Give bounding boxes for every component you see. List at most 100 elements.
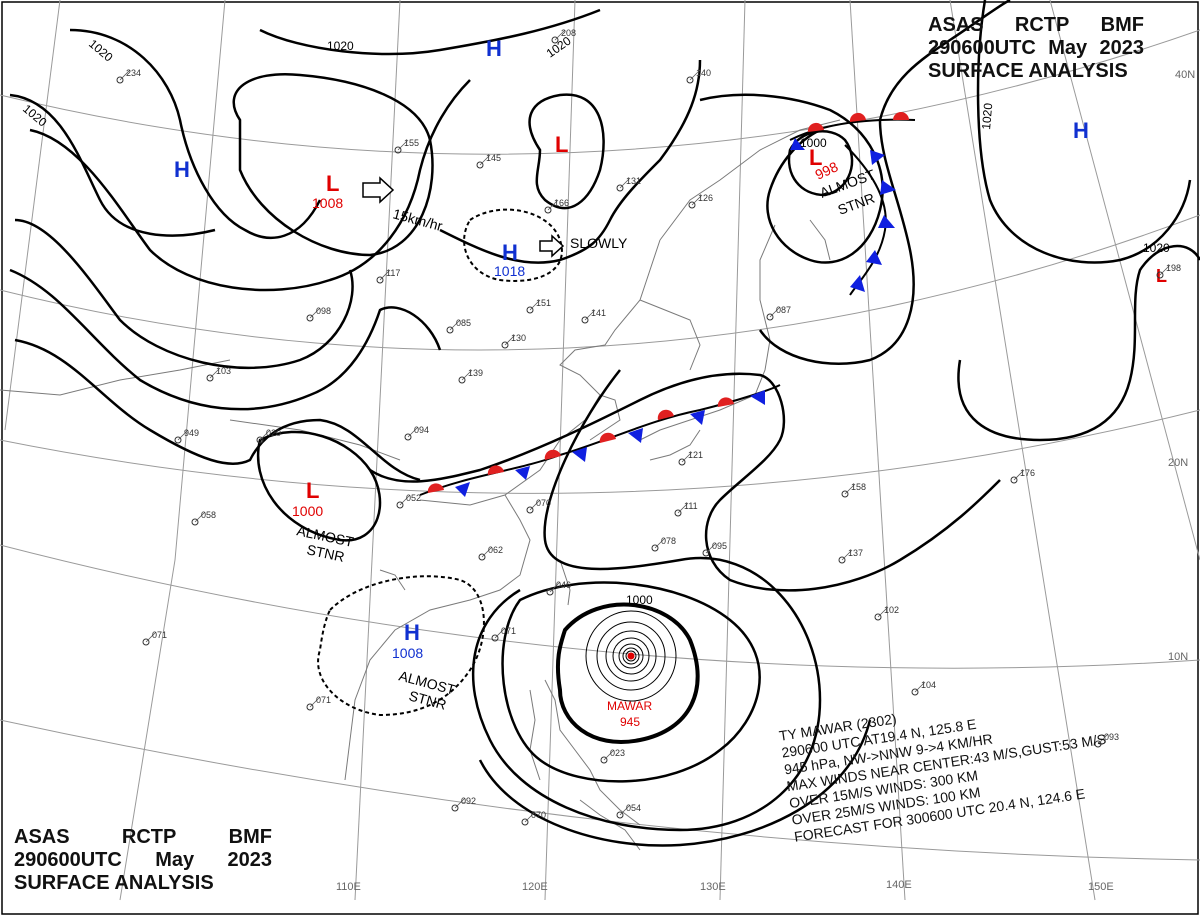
station-pressure-value: 131 xyxy=(626,176,641,186)
station-wind-barb xyxy=(877,606,889,618)
station-wind-barb xyxy=(529,299,541,311)
station-wind-barb xyxy=(481,546,493,558)
typhoon-pressure-label: 945 xyxy=(620,715,640,729)
motion-arrow-2 xyxy=(539,234,565,258)
motion-slowly-label: SLOWLY xyxy=(570,235,628,251)
isobar-1012 xyxy=(14,218,354,370)
station-wind-barb xyxy=(454,797,466,809)
station-circle xyxy=(688,201,696,209)
high-center-letter: H xyxy=(502,240,518,265)
station-wind-barb xyxy=(914,681,926,693)
typhoon-inner-isobars xyxy=(585,610,677,702)
latitude-label: 10N xyxy=(1168,651,1188,663)
station-pressure-value: 092 xyxy=(461,796,476,806)
station-circle xyxy=(458,376,466,384)
header-bottom-left: ASAS RCTP BMF 290600UTC May 2023 SURFACE… xyxy=(14,826,272,895)
isobar-label: 1000 xyxy=(626,593,653,607)
high-center-pressure: 1008 xyxy=(392,645,423,661)
station-circle xyxy=(544,206,552,214)
station-pressure-value: 070 xyxy=(536,498,551,508)
station-pressure-value: 141 xyxy=(591,308,606,318)
station-circle xyxy=(526,306,534,314)
isobar-1010 xyxy=(9,268,442,411)
station-wind-barb xyxy=(461,369,473,381)
station-wind-barb xyxy=(1013,469,1025,481)
isobar-1004 xyxy=(256,430,382,542)
station-pressure-value: 137 xyxy=(848,548,863,558)
station-circle xyxy=(376,276,384,284)
station-circle xyxy=(651,544,659,552)
low-center-pressure: 1000 xyxy=(292,503,323,519)
header-datetime: May xyxy=(1048,37,1088,59)
station-pressure-value: 121 xyxy=(688,450,703,460)
station-circle xyxy=(394,146,402,154)
station-pressure-value: 104 xyxy=(921,680,936,690)
station-pressure-value: 023 xyxy=(610,748,625,758)
station-circle xyxy=(446,326,454,334)
isobar-label: 1020 xyxy=(1143,241,1170,255)
isobar-1012-e xyxy=(957,244,1200,442)
station-wind-barb xyxy=(654,537,666,549)
station-pressure-value: 058 xyxy=(201,510,216,520)
station-circle xyxy=(116,76,124,84)
isobar-1008-e xyxy=(758,0,1011,365)
station-wind-barb xyxy=(844,483,856,495)
dashed-isobars xyxy=(317,208,563,717)
station-wind-barb xyxy=(145,631,157,643)
low-center-letter: L xyxy=(306,478,319,503)
station-wind-barb xyxy=(494,627,506,639)
station-pressure-value: 062 xyxy=(488,545,503,555)
high-center-letter: H xyxy=(486,36,502,61)
longitude-label: 140E xyxy=(886,879,912,891)
station-circle xyxy=(206,374,214,382)
station-circle xyxy=(491,634,499,642)
low-center-letter: L xyxy=(555,132,568,157)
header-agency: BMF xyxy=(1100,14,1144,36)
header-agency: BMF xyxy=(228,826,272,848)
station-wind-barb xyxy=(705,542,717,554)
isobar-label: 1020 xyxy=(327,39,354,53)
isobar-label: 1020 xyxy=(86,37,116,65)
isobar-1000-ty xyxy=(555,602,700,744)
station-circle xyxy=(142,638,150,646)
station-wind-barb xyxy=(841,549,853,561)
station-pressure-value: 111 xyxy=(684,501,698,511)
station-pressure-value: 139 xyxy=(468,368,483,378)
isobar-1016-se xyxy=(471,369,822,832)
station-wind-barb xyxy=(449,319,461,331)
station-circle xyxy=(874,613,882,621)
station-wind-barb xyxy=(504,334,516,346)
station-pressure-value: 085 xyxy=(456,318,471,328)
station-wind-barb xyxy=(479,154,491,166)
isobar-1020-ne xyxy=(976,0,1192,264)
station-circle xyxy=(404,433,412,441)
station-wind-barb xyxy=(1097,733,1109,745)
station-pressure-value: 071 xyxy=(152,630,167,640)
station-plots: 234 155 145 131 126 140 117 085 139 151 141 130 094 9… xyxy=(116,28,1181,826)
station-circle xyxy=(841,490,849,498)
station-pressure-value: 208 xyxy=(561,28,576,38)
station-circle xyxy=(174,436,182,444)
station-wind-barb xyxy=(549,581,561,593)
station-wind-barb xyxy=(689,69,701,81)
station-pressure-value: 046 xyxy=(556,580,571,590)
stationary-front xyxy=(419,384,781,497)
isobar-1008-mid xyxy=(369,372,1001,592)
station-wind-barb xyxy=(194,511,206,523)
station-pressure-value: 198 xyxy=(1166,263,1181,273)
station-circle xyxy=(551,36,559,44)
header-agency: ASAS xyxy=(928,14,984,36)
header-product: SURFACE ANALYSIS xyxy=(14,872,214,894)
station-pressure-value: 078 xyxy=(661,536,676,546)
header-agency: RCTP xyxy=(121,826,177,848)
station-wind-barb xyxy=(259,429,271,441)
motion-arrows xyxy=(362,176,565,258)
station-pressure-value: 166 xyxy=(554,198,569,208)
station-wind-barb xyxy=(119,69,131,81)
station-pressure-value: 130 xyxy=(511,333,526,343)
station-circle xyxy=(1156,271,1164,279)
station-circle xyxy=(678,458,686,466)
header-datetime: 290600UTC xyxy=(928,37,1036,59)
station-wind-barb xyxy=(554,29,566,41)
